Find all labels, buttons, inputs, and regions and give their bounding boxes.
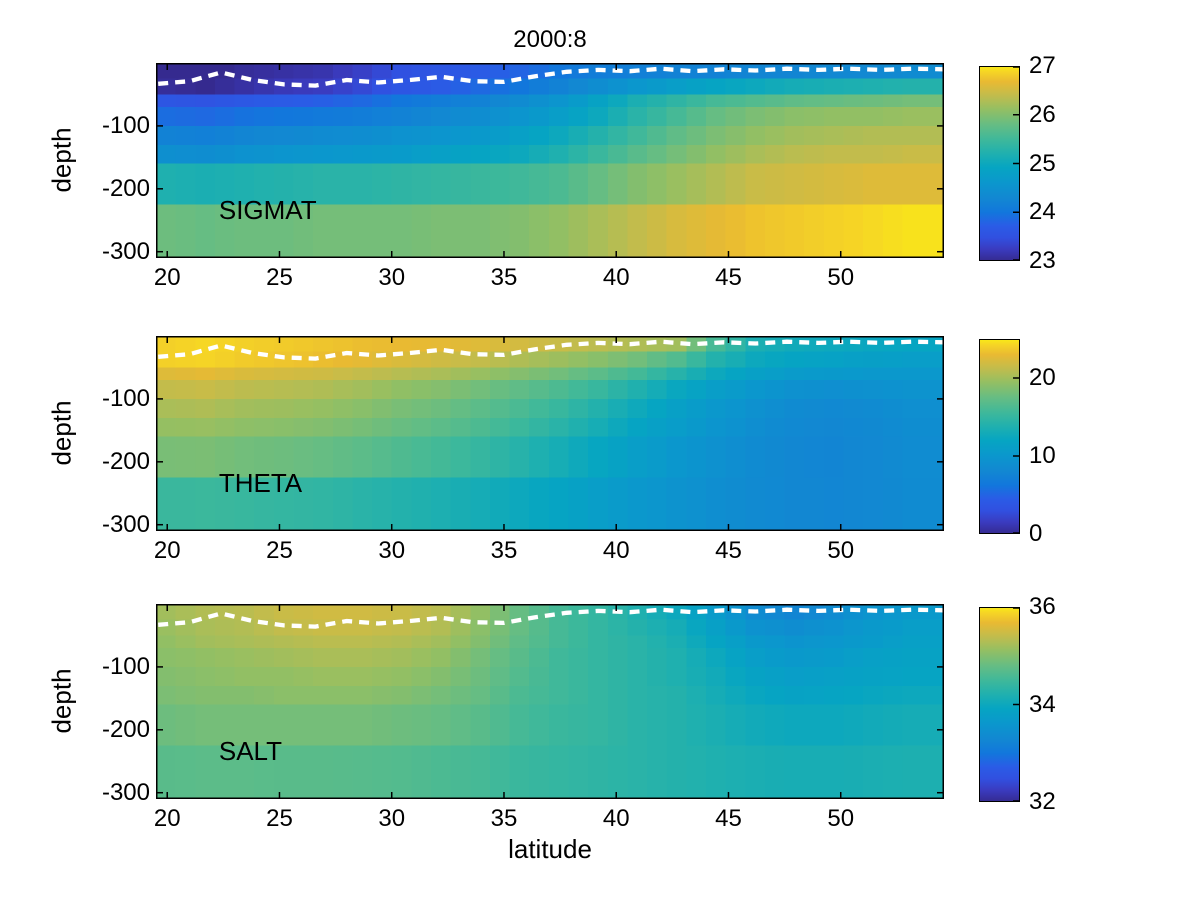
heatmap-panel-theta: THETA [156, 336, 945, 531]
y-tick-label: -100 [101, 384, 150, 412]
x-tick-label: 50 [827, 264, 855, 291]
colorbar-tick-label: 27 [1029, 52, 1056, 79]
x-tick-label: 45 [715, 264, 742, 291]
y-tick-label: -100 [101, 652, 150, 680]
panel-inner-label-theta: THETA [219, 468, 303, 498]
ylabel-depth: depth [46, 400, 77, 466]
axis-tick-marks [157, 337, 943, 530]
x-tick-label: 25 [266, 805, 293, 832]
heatmap-svg-sigmat: SIGMAT [156, 63, 945, 258]
heatmap-panel-salt: SALT [156, 604, 945, 799]
ylabel-depth: depth [46, 668, 77, 734]
colorbar-tick-label: 25 [1029, 149, 1056, 177]
y-tick-label: -100 [101, 111, 150, 139]
panel-border [156, 63, 944, 258]
colorbar-border [979, 607, 1020, 802]
colorbar-tick-label: 10 [1029, 442, 1056, 469]
colorbar-border [979, 339, 1020, 534]
colorbar-tick-label: 20 [1029, 364, 1056, 391]
x-tick-label: 25 [266, 537, 293, 564]
panel-inner-label-sigmat: SIGMAT [219, 195, 317, 225]
colorbar-svg-theta [979, 339, 1020, 534]
x-tick-label: 20 [153, 537, 181, 564]
colorbar-border [979, 66, 1020, 261]
x-tick-label: 40 [602, 264, 630, 291]
heatmap-panel-sigmat: SIGMAT [156, 63, 945, 258]
x-tick-label: 50 [827, 805, 855, 832]
panel-border [156, 604, 944, 799]
y-tick-label: -200 [101, 174, 150, 202]
heatmap-cells [156, 336, 944, 531]
x-tick-label: 30 [378, 537, 406, 564]
colorbar-tick-label: 32 [1029, 788, 1056, 815]
axis-tick-marks [157, 605, 943, 798]
y-tick-label: -200 [101, 447, 150, 475]
colorbar-tick-label: 24 [1029, 198, 1056, 226]
x-tick-label: 40 [602, 805, 630, 832]
colorbar-tick-label: 34 [1029, 690, 1056, 718]
colorbar-tick-label: 0 [1029, 520, 1043, 547]
y-tick-label: -300 [101, 778, 150, 806]
mld-dashed-line [158, 66, 945, 88]
colorbar-tick-label: 36 [1029, 593, 1056, 620]
x-tick-label: 30 [378, 264, 406, 291]
mld-dashed-line [158, 607, 945, 629]
colorbar-tick-label: 26 [1029, 100, 1056, 128]
panel-border [156, 336, 944, 531]
ylabel-depth: depth [46, 127, 77, 193]
x-tick-label: 35 [490, 805, 518, 832]
x-tick-label: 30 [378, 805, 406, 832]
y-tick-label: -300 [101, 510, 150, 538]
plot-title: 2000:8 [513, 26, 587, 53]
x-tick-label: 45 [715, 805, 742, 832]
x-tick-label: 35 [490, 537, 518, 564]
heatmap-svg-salt: SALT [156, 604, 945, 799]
colorbar-sigmat [979, 66, 1020, 261]
heatmap-cells [156, 63, 944, 258]
heatmap-cells [156, 604, 944, 799]
x-tick-label: 50 [827, 537, 855, 564]
x-tick-label: 45 [715, 537, 742, 564]
x-tick-label: 25 [266, 264, 293, 291]
y-tick-label: -200 [101, 715, 150, 743]
colorbar-salt [979, 607, 1020, 802]
mld-dashed-line [158, 339, 945, 361]
x-tick-label: 40 [602, 537, 630, 564]
colorbar-svg-salt [979, 607, 1020, 802]
x-tick-label: 20 [153, 805, 181, 832]
x-tick-label: 35 [490, 264, 518, 291]
axis-tick-marks [157, 64, 943, 257]
panel-inner-label-salt: SALT [219, 736, 282, 766]
heatmap-svg-theta: THETA [156, 336, 945, 531]
y-tick-label: -300 [101, 237, 150, 265]
colorbar-tick-label: 23 [1029, 247, 1056, 274]
xlabel-latitude: latitude [508, 834, 592, 864]
colorbar-theta [979, 339, 1020, 534]
colorbar-svg-sigmat [979, 66, 1020, 261]
x-tick-label: 20 [153, 264, 181, 291]
